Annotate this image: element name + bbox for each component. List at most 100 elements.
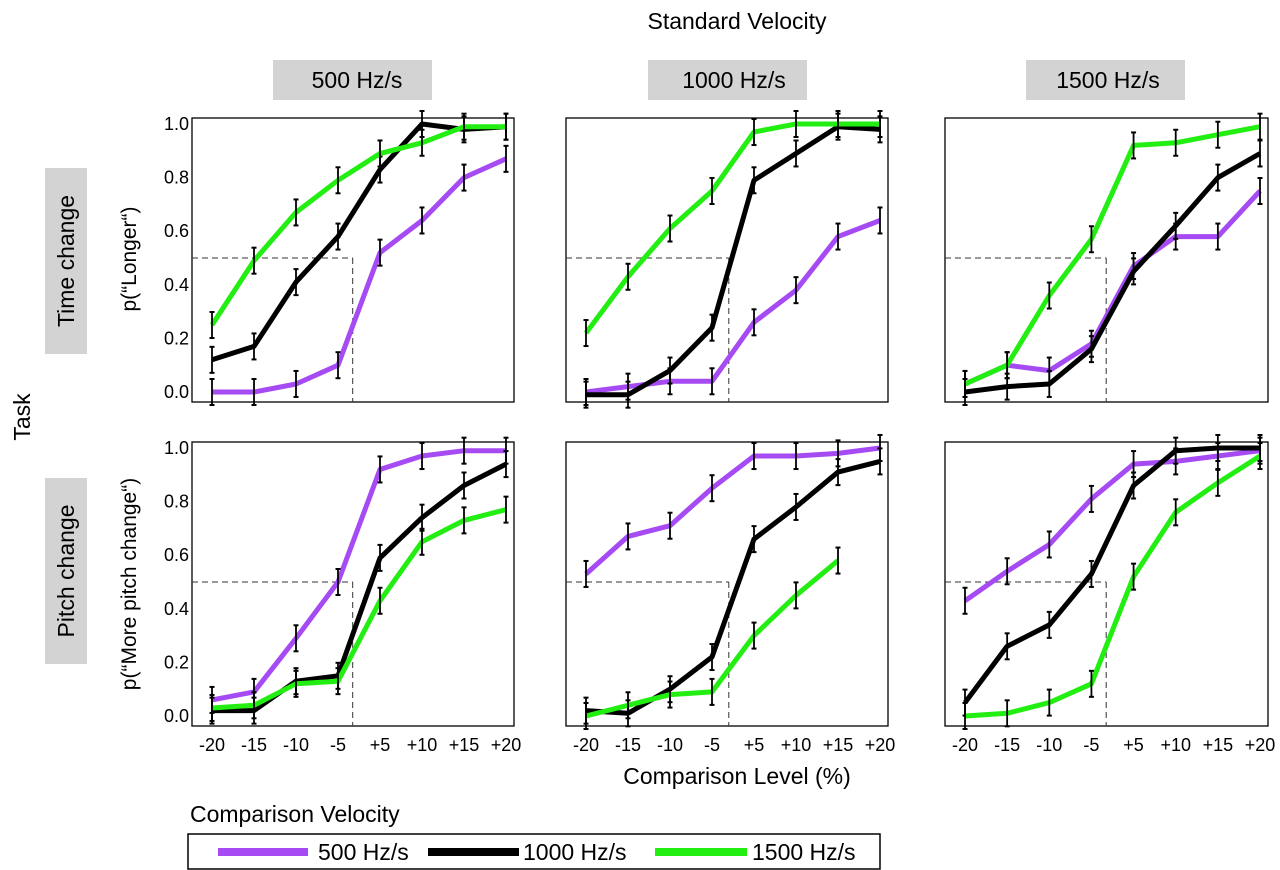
- error-bar: [209, 378, 215, 406]
- series-1000-line: [586, 124, 881, 398]
- error-bar: [1215, 468, 1221, 497]
- series-1500-line: [211, 507, 507, 711]
- legend-label-1000: 1000 Hz/s: [523, 839, 627, 865]
- error-bar: [835, 110, 841, 138]
- panel-frame: [565, 117, 889, 403]
- error-bar: [1173, 211, 1179, 240]
- error-bar: [709, 677, 715, 706]
- error-bar: [1046, 688, 1052, 717]
- panel-frame: [565, 441, 889, 727]
- error-bar: [709, 313, 715, 342]
- error-bar: [1257, 442, 1263, 471]
- x-tick-label: -5: [330, 735, 346, 755]
- error-bar: [419, 206, 425, 235]
- y-tick-label: 0.8: [164, 168, 189, 188]
- error-bar: [877, 447, 883, 476]
- column-label-box: [648, 60, 807, 100]
- error-bar: [583, 559, 589, 588]
- error-bar: [1131, 562, 1137, 591]
- x-tick-label: +10: [1160, 735, 1191, 755]
- error-bar: [793, 442, 799, 471]
- series-1000-line: [585, 458, 881, 716]
- error-bar: [835, 546, 841, 575]
- row-label-box: [45, 168, 87, 354]
- error-bar: [251, 691, 257, 720]
- error-bar: [625, 262, 631, 291]
- error-bar: [1215, 434, 1221, 462]
- row-label-box: [45, 478, 87, 664]
- error-bar: [835, 458, 841, 487]
- error-bar: [962, 586, 968, 615]
- series-500-line: [584, 445, 881, 576]
- x-tick-label: +5: [744, 735, 765, 755]
- error-bar: [1215, 222, 1221, 251]
- error-bar: [1173, 498, 1179, 527]
- error-bar: [1004, 351, 1010, 380]
- row-label-text: Pitch change: [53, 505, 79, 638]
- x-tick-label: +15: [823, 735, 854, 755]
- y-axis-label-top: p(“Longer“): [118, 206, 141, 311]
- error-bar: [1131, 471, 1137, 500]
- error-bar: [1088, 669, 1094, 698]
- column-label-box: [273, 60, 432, 100]
- y-tick-label: 0.6: [164, 545, 189, 565]
- series-1500-line: [963, 124, 1261, 387]
- error-bar: [335, 166, 341, 195]
- y-tick-label: 1.0: [164, 114, 189, 134]
- error-bar: [293, 268, 299, 297]
- legend-title: Comparison Velocity: [190, 801, 400, 827]
- error-bar: [709, 474, 715, 503]
- error-bar: [461, 112, 467, 141]
- y-tick-label: 0.6: [164, 221, 189, 241]
- error-bar: [419, 442, 425, 471]
- x-tick-label: -5: [704, 735, 720, 755]
- series-500-line: [211, 448, 506, 703]
- x-tick-label: +10: [781, 735, 812, 755]
- error-bar: [461, 163, 467, 192]
- series-500-line: [585, 218, 881, 395]
- x-tick-label: -5: [1083, 735, 1099, 755]
- error-bar: [667, 680, 673, 709]
- error-bar: [461, 436, 467, 465]
- x-tick-label: +20: [865, 735, 896, 755]
- column-label-2: 1000 Hz/s: [648, 60, 807, 100]
- legend-box: [187, 833, 881, 870]
- error-bar: [877, 206, 883, 235]
- x-axis-label: Comparison Level (%): [623, 763, 851, 789]
- error-bar: [625, 522, 631, 551]
- panel-grid: 0.00.20.40.60.81.00.00.20.40.60.81.0-20-…: [164, 110, 1275, 755]
- panel-6: -20 -15 -10 -5 +5 +10 +15 +20: [944, 434, 1275, 755]
- error-bar: [625, 380, 631, 409]
- error-bar: [751, 118, 757, 147]
- error-bar: [503, 112, 509, 141]
- x-tick-label: +5: [1123, 735, 1144, 755]
- series-1500-line: [209, 124, 506, 327]
- error-bar: [625, 691, 631, 720]
- x-tick-label: -10: [283, 735, 309, 755]
- row-label-text: Time change: [53, 195, 79, 327]
- column-label-text: 500 Hz/s: [312, 67, 403, 93]
- panel-1: 0.0 0.2 0.4 0.6 0.8 1.0: [164, 110, 515, 406]
- y-tick-label: 0.0: [164, 706, 189, 726]
- x-tick-label: -15: [241, 735, 267, 755]
- error-bar: [877, 110, 883, 138]
- error-bar: [419, 128, 425, 157]
- error-bar: [1215, 163, 1221, 192]
- legend-items: 500 Hz/s 1000 Hz/s 1500 Hz/s: [218, 839, 856, 865]
- y-tick-label: 0.4: [164, 275, 189, 295]
- panel-4: 0.0 0.2 0.4 0.6 0.8 1.0 -20 -15 -10 -5 +5 +10 +15 +20: [164, 436, 521, 755]
- series-1500-line: [964, 453, 1262, 719]
- error-bar: [377, 139, 383, 168]
- error-bar: [503, 495, 509, 524]
- panel-3: [944, 112, 1269, 406]
- error-bar: [503, 144, 509, 173]
- panel-2: [565, 110, 889, 409]
- y-tick-label: 1.0: [164, 438, 189, 458]
- error-bar: [667, 214, 673, 243]
- error-bar: [293, 369, 299, 398]
- error-bar: [1131, 257, 1137, 286]
- error-bar: [377, 455, 383, 484]
- x-tick-label: +15: [449, 735, 480, 755]
- error-bar: [709, 643, 715, 672]
